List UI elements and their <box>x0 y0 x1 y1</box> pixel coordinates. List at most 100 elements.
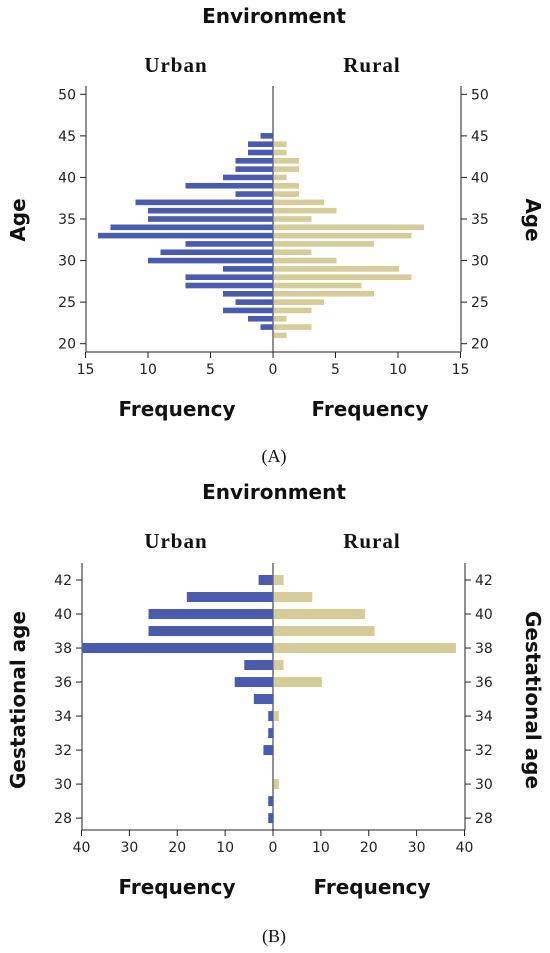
panel-a-ylabel-right: Age <box>521 198 545 241</box>
panel-a-urban-bar <box>223 174 273 181</box>
panel-b-urban-bar <box>186 592 273 603</box>
panel-a-rural-bar <box>274 141 287 147</box>
panel-a-xtick-label: 15 <box>77 362 95 378</box>
panel-a-label: (A) <box>262 446 287 467</box>
panel-b-xtick-label: 10 <box>216 840 234 856</box>
panel-b-rural-bar <box>274 677 322 688</box>
panel-a-rural-bar <box>274 207 337 214</box>
panel-b-ytick-label-right: 32 <box>475 743 493 759</box>
panel-b-ylabel-left: Gestational age <box>6 611 30 789</box>
panel-a-urban-bar <box>260 324 273 330</box>
panel-a-urban-bar <box>223 307 273 314</box>
panel-a-ytick-label-right: 25 <box>471 295 489 311</box>
panel-b-rural-bar <box>274 592 279 603</box>
panel-b-urban-bar <box>268 592 273 603</box>
panel-b-xtick-label: 20 <box>168 840 186 856</box>
panel-a-ytick-label-right: 40 <box>471 170 489 186</box>
panel-a-rural-bar <box>274 274 412 280</box>
panel-b-urban-bar <box>258 575 273 586</box>
panel-b-ylabel-right: Gestational age <box>521 611 545 789</box>
panel-a-left-group-label: Urban <box>144 53 207 77</box>
panel-b-xtick-label: 40 <box>73 840 91 856</box>
panel-b-rural-bar <box>274 643 456 654</box>
panel-b-ytick-label-right: 38 <box>475 641 493 657</box>
panel-a-rural-bar <box>274 315 287 322</box>
panel-a-urban-bar <box>235 191 273 197</box>
panel-a-urban-bar <box>185 182 273 189</box>
panel-a-xtick-label: 5 <box>331 362 340 378</box>
panel-a-ytick-label-right: 45 <box>471 129 489 145</box>
panel-a-urban-bar <box>248 149 273 156</box>
panel-b-rural-bar <box>274 626 375 637</box>
panel-a-urban-bar <box>148 216 273 222</box>
panel-b-urban-bar <box>81 643 273 654</box>
panel-a-ytick-label-left: 40 <box>58 170 76 186</box>
panel-a-urban-bar <box>235 166 273 172</box>
panel-a-xtick-label: 5 <box>206 362 215 378</box>
panel-a-ytick-label-right: 35 <box>471 212 489 228</box>
panel-a-rural-bar <box>274 282 362 289</box>
panel-a-urban-bar <box>98 232 273 239</box>
panel-b-ytick-label-left: 28 <box>54 811 72 827</box>
panel-a-ytick-label-left: 50 <box>58 87 76 103</box>
panel-b-rural-bar <box>274 575 279 586</box>
panel-a-ytick-label-left: 35 <box>58 212 76 228</box>
panel-a-rural-bar <box>274 166 299 172</box>
panel-a-urban-bar <box>185 282 273 289</box>
panel-a-xlabel-right: Frequency <box>311 397 428 421</box>
panel-b-ytick-label-right: 40 <box>475 607 493 623</box>
panel-a-rural-bar <box>274 149 287 156</box>
panel-b-xlabel-left: Frequency <box>118 875 235 899</box>
panel-b-ytick-label-left: 34 <box>54 709 72 725</box>
panel-a-rural-bar <box>274 307 312 314</box>
panel-b-left-group-label: Urban <box>144 529 207 553</box>
panel-a-rural-bar <box>274 257 337 264</box>
panel-a-ytick-label-left: 25 <box>58 295 76 311</box>
panel-b-ytick-label-right: 34 <box>475 709 493 725</box>
panel-a-ytick-label-left: 20 <box>58 337 76 353</box>
panel-b-ytick-label-left: 30 <box>54 777 72 793</box>
panel-b-xtick-label: 10 <box>312 840 330 856</box>
panel-b-xtick-label: 0 <box>269 840 278 856</box>
panel-a-urban-bar <box>223 291 273 297</box>
panel-a-xtick-label: 15 <box>452 362 470 378</box>
panel-b-title: Environment <box>202 480 346 504</box>
panel-b-urban-bar <box>253 694 273 705</box>
panel-a-urban-bar <box>248 141 273 147</box>
panel-b-plot: 28 28 30 30 32 32 34 34 36 36 38 38 40 40 42 42 40 30 20 10… <box>54 563 493 856</box>
panel-a-ylabel-left: Age <box>6 198 30 241</box>
panel-b-rural-bar <box>274 711 279 722</box>
panel-b-right-group-label: Rural <box>343 529 401 553</box>
panel-b-xtick-label: 30 <box>408 840 426 856</box>
panel-a-urban-bar <box>110 224 273 231</box>
panel-a-rural-bar <box>274 324 312 330</box>
panel-b-urban-bar <box>268 711 273 722</box>
panel-a-xtick-label: 10 <box>139 362 157 378</box>
panel-a-xtick-label: 0 <box>269 362 278 378</box>
panel-b-ytick-label-left: 38 <box>54 641 72 657</box>
panel-b-urban-bar <box>268 728 273 739</box>
panel-a-urban-bar <box>235 158 273 164</box>
panel-a-rural-bar <box>274 332 287 339</box>
panel-a-urban-bar <box>248 315 273 322</box>
panel-a-rural-bar <box>274 299 324 305</box>
panel-b-urban-bar <box>148 609 273 620</box>
panel-a-rural-bar <box>274 224 424 231</box>
panel-b-ytick-label-left: 36 <box>54 675 72 691</box>
panel-b-urban-bar <box>148 626 273 637</box>
panel-b-ytick-label-left: 32 <box>54 743 72 759</box>
panel-a-ytick-label-right: 50 <box>471 87 489 103</box>
panel-a-rural-bar <box>274 191 299 197</box>
panel-a-rural-bar <box>274 199 324 206</box>
panel-b-urban-bar <box>268 813 273 824</box>
panel-b-rural-bar <box>274 779 279 790</box>
panel-b-ytick-label-right: 42 <box>475 573 493 589</box>
panel-a-right-group-label: Rural <box>343 53 401 77</box>
panel-b-urban-bar <box>234 677 273 688</box>
panel-a-rural-bar <box>274 182 299 189</box>
panel-a-urban-bar <box>235 299 273 305</box>
panel-b-xtick-label: 40 <box>456 840 474 856</box>
panel-b-ytick-label-right: 36 <box>475 675 493 691</box>
panel-a-urban-bar <box>160 249 273 256</box>
